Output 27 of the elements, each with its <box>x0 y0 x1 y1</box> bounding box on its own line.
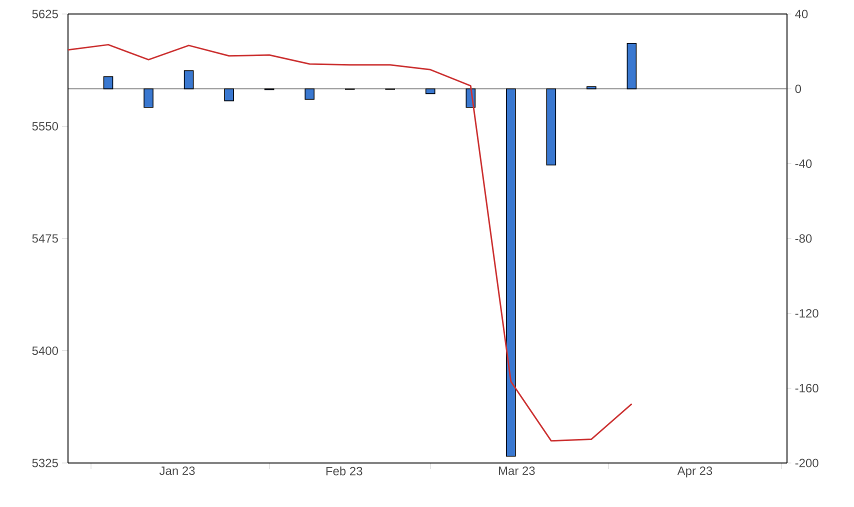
bar <box>546 88 556 166</box>
line-series <box>68 44 632 442</box>
bar <box>626 42 637 90</box>
bar <box>184 70 194 90</box>
y2-tick-label: -160 <box>795 384 818 392</box>
bar <box>103 76 114 90</box>
y2-tick-label: -40 <box>795 159 812 168</box>
x-tick-label: Apr 23 <box>677 466 712 478</box>
y-tick-label: 5625 <box>32 10 58 18</box>
bar <box>304 88 314 100</box>
x-tick-label: Jan 23 <box>159 466 195 476</box>
y2-tick-label: 40 <box>795 10 808 18</box>
x-tick-label: Mar 23 <box>498 466 535 476</box>
y2-tick-label: -120 <box>795 309 818 318</box>
bar <box>144 88 154 108</box>
y2-tick-label: -80 <box>795 234 812 243</box>
bar <box>506 88 516 457</box>
y-tick-label: 5475 <box>32 234 58 243</box>
y2-tick-label: 0 <box>795 84 802 94</box>
y-tick-label: 5550 <box>32 122 58 130</box>
y-tick-label: 5325 <box>32 458 58 468</box>
x-tick-label: Feb 23 <box>326 466 362 476</box>
bar <box>586 86 596 90</box>
y-tick-label: 5400 <box>32 346 58 355</box>
bar <box>224 88 234 102</box>
bar <box>425 88 436 94</box>
y2-tick-label: -200 <box>795 458 818 468</box>
